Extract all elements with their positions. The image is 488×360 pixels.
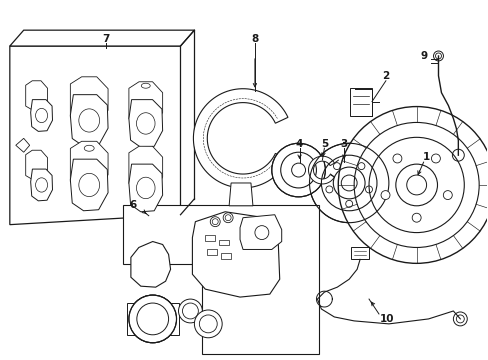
Circle shape bbox=[178, 299, 202, 323]
Circle shape bbox=[411, 213, 420, 222]
Polygon shape bbox=[122, 205, 319, 354]
Bar bbox=[349, 88, 371, 116]
Text: 4: 4 bbox=[295, 139, 303, 149]
Polygon shape bbox=[240, 215, 281, 249]
Polygon shape bbox=[129, 164, 163, 212]
Text: 2: 2 bbox=[382, 71, 389, 81]
Bar bbox=[127, 303, 178, 335]
Ellipse shape bbox=[84, 145, 94, 151]
Polygon shape bbox=[26, 81, 47, 111]
Polygon shape bbox=[10, 30, 194, 46]
Circle shape bbox=[129, 295, 176, 343]
Polygon shape bbox=[70, 95, 108, 146]
Circle shape bbox=[406, 175, 426, 195]
Polygon shape bbox=[193, 89, 287, 188]
Circle shape bbox=[271, 143, 325, 197]
Polygon shape bbox=[131, 242, 170, 287]
Text: 8: 8 bbox=[251, 34, 258, 44]
Text: 9: 9 bbox=[419, 51, 427, 61]
Polygon shape bbox=[31, 100, 52, 131]
Text: 5: 5 bbox=[320, 139, 327, 149]
Circle shape bbox=[194, 310, 222, 338]
Polygon shape bbox=[129, 82, 163, 125]
Circle shape bbox=[338, 107, 488, 264]
Text: 1: 1 bbox=[422, 152, 429, 162]
Text: 10: 10 bbox=[379, 314, 393, 324]
Polygon shape bbox=[70, 141, 108, 189]
Circle shape bbox=[309, 143, 388, 223]
Circle shape bbox=[392, 154, 401, 163]
Polygon shape bbox=[26, 150, 47, 180]
Polygon shape bbox=[10, 46, 180, 225]
Polygon shape bbox=[70, 77, 108, 125]
Circle shape bbox=[210, 217, 220, 227]
Text: 6: 6 bbox=[129, 200, 136, 210]
Polygon shape bbox=[129, 146, 163, 190]
Circle shape bbox=[443, 190, 451, 199]
Ellipse shape bbox=[141, 83, 150, 88]
Circle shape bbox=[430, 154, 440, 163]
Bar bbox=[350, 247, 368, 260]
Polygon shape bbox=[229, 183, 252, 206]
Circle shape bbox=[223, 213, 233, 223]
Polygon shape bbox=[192, 212, 279, 297]
Polygon shape bbox=[129, 100, 163, 147]
Polygon shape bbox=[308, 156, 334, 184]
Polygon shape bbox=[70, 159, 108, 211]
Text: 7: 7 bbox=[102, 34, 109, 44]
Text: 3: 3 bbox=[340, 139, 347, 149]
Circle shape bbox=[380, 190, 389, 199]
Polygon shape bbox=[31, 169, 52, 201]
